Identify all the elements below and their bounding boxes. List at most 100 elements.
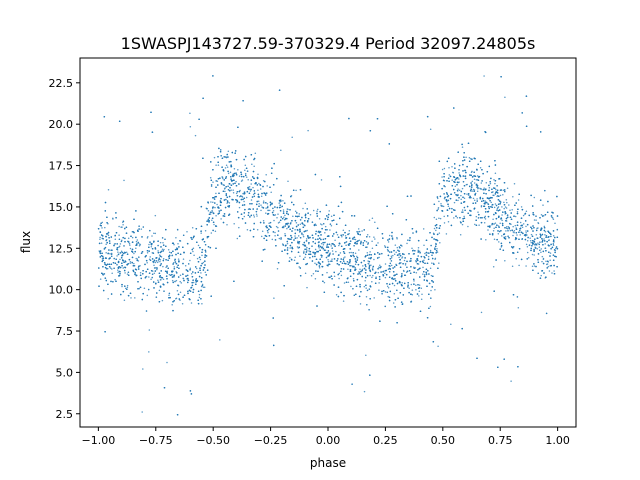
data-point (276, 268, 279, 270)
data-point (264, 234, 267, 237)
data-point (145, 275, 148, 278)
data-point (151, 276, 153, 279)
data-point (368, 265, 371, 267)
data-point (356, 278, 359, 281)
data-point (516, 296, 519, 298)
data-point (245, 176, 248, 178)
data-point (215, 192, 217, 195)
data-point (324, 229, 327, 231)
data-point (463, 201, 466, 203)
data-point (224, 167, 227, 169)
data-point (495, 204, 498, 207)
data-point (189, 267, 192, 270)
data-point (270, 172, 273, 175)
data-point (261, 230, 264, 233)
data-point (138, 245, 141, 247)
data-point (272, 344, 275, 347)
data-point (545, 234, 548, 237)
data-point (463, 215, 465, 218)
data-point (338, 272, 341, 275)
data-point (323, 241, 325, 244)
data-point (156, 267, 158, 269)
data-point (471, 170, 473, 173)
data-point (260, 204, 262, 206)
data-point (240, 173, 243, 175)
data-point (243, 191, 246, 193)
data-point (150, 111, 152, 113)
data-point (349, 265, 351, 267)
data-point (451, 165, 453, 168)
data-point (223, 188, 226, 190)
data-point (417, 255, 419, 257)
data-point (237, 169, 239, 171)
data-point (441, 205, 443, 207)
data-point (165, 266, 167, 269)
data-point (441, 168, 444, 171)
data-point (141, 298, 144, 301)
data-point (365, 287, 367, 289)
data-point (420, 287, 423, 290)
data-point (193, 235, 195, 238)
data-point (122, 220, 125, 223)
data-point (243, 193, 245, 195)
data-point (471, 158, 473, 160)
data-point (294, 256, 296, 259)
data-point (351, 264, 353, 267)
data-point (253, 165, 255, 167)
data-point (350, 251, 352, 254)
data-point (382, 289, 385, 292)
data-point (322, 280, 324, 282)
data-point (215, 215, 217, 217)
data-point (326, 246, 328, 248)
data-point (390, 255, 393, 257)
data-point (487, 203, 490, 206)
data-point (227, 172, 230, 175)
data-point (426, 248, 429, 250)
data-point (387, 246, 389, 249)
data-point (507, 229, 509, 232)
data-point (265, 239, 268, 242)
data-point (499, 201, 502, 203)
data-point (513, 231, 515, 234)
data-point (146, 237, 149, 239)
data-point (496, 185, 498, 187)
data-point (507, 226, 510, 228)
data-point (467, 194, 470, 196)
data-point (501, 206, 503, 208)
data-point (378, 278, 381, 280)
data-point (484, 208, 487, 210)
data-point (468, 160, 471, 163)
data-point (164, 238, 166, 240)
data-point (359, 268, 361, 271)
data-point (173, 243, 175, 246)
data-point (374, 221, 376, 223)
data-point (183, 294, 186, 296)
data-point (118, 270, 121, 273)
data-point (496, 194, 499, 197)
data-point (359, 286, 361, 288)
data-point (489, 182, 492, 185)
data-point (299, 219, 302, 221)
data-point (463, 197, 466, 199)
data-point (481, 168, 483, 171)
data-point (544, 233, 546, 236)
data-point (286, 223, 289, 226)
data-point (480, 205, 483, 207)
data-point (343, 260, 345, 263)
data-point (159, 264, 162, 267)
data-point (221, 176, 223, 178)
data-point (388, 296, 391, 298)
data-point (378, 266, 380, 268)
data-point (334, 239, 336, 241)
data-point (150, 278, 152, 281)
data-point (209, 176, 212, 179)
data-point (213, 198, 216, 200)
data-point (554, 222, 556, 225)
data-point (463, 156, 465, 158)
data-point (211, 219, 213, 222)
data-point (395, 251, 397, 254)
data-point (179, 299, 181, 301)
data-point (369, 269, 371, 271)
data-point (474, 175, 477, 177)
data-point (541, 237, 543, 240)
